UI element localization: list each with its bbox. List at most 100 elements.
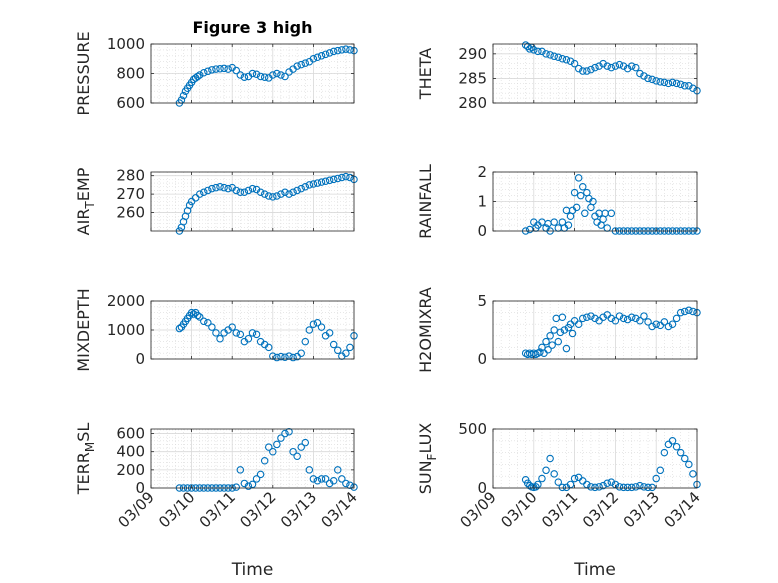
mixdepth-data-point [334, 346, 342, 355]
sun-flux-data-point [603, 479, 611, 488]
sun-flux-data-point [619, 483, 628, 492]
rainfall-data-point [564, 221, 573, 229]
theta-data-point [574, 64, 583, 73]
h2omixra-data-point [540, 349, 548, 357]
h2omixra-data-point [644, 318, 652, 326]
mixdepth-y-tick-label: 2000 [107, 292, 145, 310]
terr-msl-data-point [334, 466, 342, 474]
h2omixra-data-point [542, 337, 550, 346]
rainfall-data-point [554, 224, 563, 232]
sun-flux-data-point [599, 481, 607, 490]
air-temp-data-point [232, 186, 241, 195]
terr-msl-data-point [269, 447, 277, 456]
air-temp-data-point [256, 188, 265, 197]
air-temp-y-axis-label: AIRTEMP [74, 167, 97, 235]
pressure-data-point [269, 71, 277, 79]
h2omixra-data-point [681, 307, 689, 316]
rainfall-data-point [579, 183, 587, 191]
sun-flux-x-tick-label: 03/12 [579, 488, 622, 531]
mixdepth-data-point [325, 329, 334, 337]
air-temp-data-point [191, 194, 200, 202]
theta-data-point [668, 78, 677, 87]
theta-data-point [681, 82, 689, 90]
theta-data-point [603, 62, 611, 70]
h2omixra-data-point [550, 326, 558, 334]
air-temp-data-point [236, 188, 245, 197]
terr-msl-data-point [264, 443, 273, 451]
h2omixra-data-point [546, 332, 554, 340]
mixdepth-data-point [189, 310, 198, 318]
terr-msl-panel: 0200400600TERRMSL03/0903/1003/1103/1203/… [74, 423, 361, 580]
h2omixra-data-point [536, 348, 544, 356]
h2omixra-data-point [611, 316, 620, 325]
theta-data-point [685, 82, 693, 90]
theta-data-point [591, 63, 599, 72]
terr-msl-x-tick-label: 03/13 [277, 488, 320, 531]
mixdepth-y-axis-label: MIXDEPTH [74, 288, 93, 371]
rainfall-data-point [572, 203, 581, 212]
theta-data-point [595, 62, 603, 70]
air-temp-data-point [264, 192, 273, 200]
air-temp-data-point [187, 197, 196, 206]
h2omixra-data-point [562, 344, 571, 353]
h2omixra-data-point [558, 313, 567, 321]
theta-data-point [579, 67, 587, 75]
rainfall-data-point [589, 197, 597, 206]
mixdepth-data-point [208, 323, 216, 331]
sun-flux-data-point [689, 470, 697, 478]
mixdepth-data-point [301, 337, 310, 346]
theta-data-point [676, 80, 685, 89]
air-temp-data-point [200, 188, 208, 197]
terr-msl-x-axis-label: Time [231, 560, 274, 580]
terr-msl-y-tick-label: 600 [116, 425, 145, 443]
mixdepth-data-point [236, 330, 245, 339]
theta-data-point [525, 45, 534, 53]
h2omixra-data-point [554, 337, 563, 346]
rainfall-data-point [576, 191, 585, 200]
h2omixra-data-point [556, 328, 565, 337]
air-temp-data-point [285, 190, 293, 198]
terr-msl-data-point [232, 483, 241, 491]
sun-flux-data-point [681, 454, 689, 463]
air-temp-data-point [240, 188, 249, 197]
h2omixra-data-point [544, 345, 552, 354]
sun-flux-x-tick-label: 03/14 [661, 488, 704, 531]
mixdepth-data-point [212, 329, 220, 337]
theta-data-point [534, 47, 542, 56]
rainfall-data-point [550, 218, 558, 226]
h2omixra-data-point [656, 321, 665, 330]
theta-data-point [660, 78, 669, 87]
theta-data-point [672, 79, 681, 88]
air-temp-data-point [185, 201, 194, 209]
pressure-data-point [200, 69, 208, 77]
theta-data-point [689, 84, 697, 93]
mixdepth-data-point [289, 353, 297, 362]
h2omixra-data-point [636, 316, 644, 325]
air-temp-data-point [281, 188, 289, 197]
air-temp-data-point [321, 177, 330, 185]
h2omixra-data-point [579, 314, 587, 323]
h2omixra-data-point [668, 320, 677, 328]
pressure-data-point [321, 50, 330, 59]
theta-data-point [558, 54, 567, 63]
sun-flux-data-point [668, 437, 677, 445]
h2omixra-data-point [599, 313, 607, 321]
terr-msl-y-tick-label: 400 [116, 443, 145, 461]
mixdepth-data-point [200, 317, 208, 326]
mixdepth-data-point [277, 352, 285, 361]
theta-data-point [656, 78, 665, 86]
pressure-data-point [256, 72, 265, 81]
h2omixra-data-point [627, 313, 636, 321]
sun-flux-data-point [672, 442, 681, 451]
theta-data-point [570, 59, 579, 68]
terr-msl-data-point [281, 429, 289, 438]
h2omixra-data-point [607, 314, 616, 323]
pressure-data-point [179, 91, 188, 100]
pressure-data-point [212, 65, 220, 73]
pressure-data-point [313, 53, 322, 62]
terr-msl-data-point [329, 476, 338, 485]
pressure-data-point [208, 66, 216, 74]
terr-msl-y-tick-label: 0 [135, 479, 145, 497]
pressure-data-point [346, 46, 354, 54]
theta-data-point [521, 41, 530, 49]
